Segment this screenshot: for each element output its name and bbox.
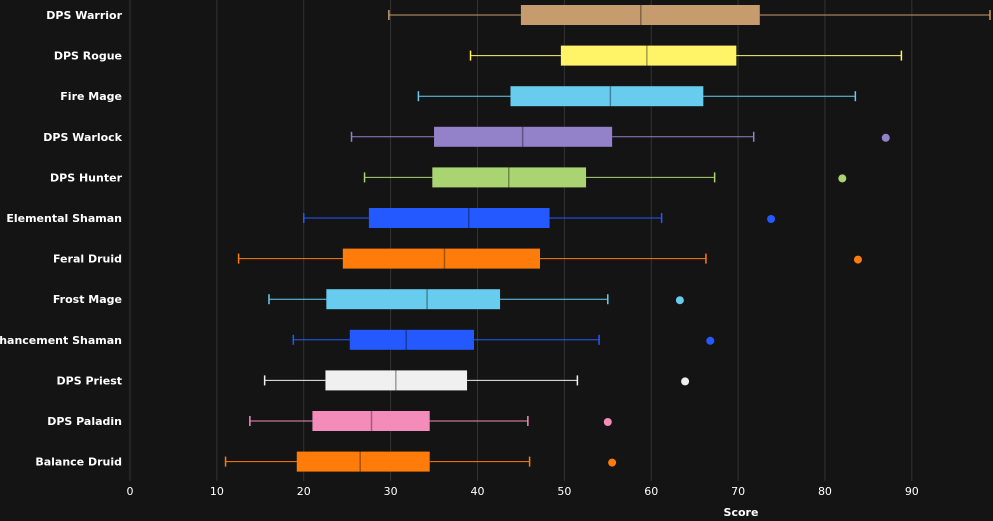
box-enhancement-shaman (292, 329, 715, 350)
box-dps-paladin (249, 411, 612, 431)
outlier-point-feral-druid (853, 255, 862, 264)
iqr-box-fire-mage (510, 86, 704, 107)
box-dps-warlock (350, 126, 890, 147)
box-feral-druid (237, 248, 862, 269)
box-frost-mage (268, 289, 684, 310)
x-tick-label: 0 (127, 485, 134, 498)
iqr-box-dps-warrior (520, 5, 760, 25)
category-label-enhancement-shaman: Enhancement Shaman (0, 334, 122, 347)
iqr-box-elemental-shaman (368, 208, 550, 228)
category-label-feral-druid: Feral Druid (53, 253, 122, 266)
category-label-fire-mage: Fire Mage (60, 90, 122, 103)
category-label-dps-warlock: DPS Warlock (43, 131, 122, 144)
iqr-box-dps-priest (325, 370, 468, 391)
category-label-dps-hunter: DPS Hunter (50, 171, 123, 184)
iqr-box-frost-mage (326, 289, 501, 310)
category-label-dps-paladin: DPS Paladin (47, 415, 122, 428)
outlier-point-dps-priest (681, 377, 690, 386)
outlier-point-enhancement-shaman (706, 336, 715, 345)
box-dps-rogue (469, 45, 903, 66)
x-tick-label: 30 (384, 485, 398, 498)
outlier-point-dps-hunter (838, 174, 847, 183)
category-label-layer: DPS Warrior DPS Rogue Fire Mage DPS Warlock… (0, 9, 123, 469)
category-label-dps-rogue: DPS Rogue (54, 50, 122, 63)
iqr-box-enhancement-shaman (349, 329, 474, 350)
category-label-dps-priest: DPS Priest (57, 374, 122, 387)
x-tick-label: 80 (818, 485, 832, 498)
iqr-box-dps-hunter (432, 167, 587, 188)
iqr-box-dps-warlock (434, 126, 613, 147)
category-label-frost-mage: Frost Mage (53, 293, 122, 306)
x-tick-label: 50 (557, 485, 571, 498)
iqr-box-dps-paladin (312, 411, 430, 431)
iqr-box-feral-druid (342, 248, 541, 269)
outlier-point-elemental-shaman (767, 215, 776, 223)
box-layer (224, 5, 991, 472)
x-tick-label-layer: 0 10 20 30 40 50 60 70 80 90 (127, 485, 919, 498)
iqr-box-balance-druid (296, 451, 430, 472)
box-elemental-shaman (302, 208, 776, 228)
box-balance-druid (224, 451, 617, 472)
x-tick-label: 40 (470, 485, 484, 498)
box-fire-mage (417, 86, 857, 107)
category-label-dps-warrior: DPS Warrior (46, 9, 122, 22)
x-tick-label: 90 (905, 485, 919, 498)
outlier-point-frost-mage (675, 296, 684, 305)
category-label-balance-druid: Balance Druid (35, 456, 122, 469)
grid-layer (129, 0, 913, 481)
box-dps-warrior (388, 5, 991, 25)
x-tick-label: 60 (644, 485, 658, 498)
box-dps-priest (263, 370, 690, 391)
category-label-elemental-shaman: Elemental Shaman (6, 212, 122, 225)
x-tick-label: 20 (297, 485, 311, 498)
x-tick-label: 70 (731, 485, 745, 498)
outlier-point-balance-druid (608, 458, 617, 467)
x-tick-label: 10 (210, 485, 224, 498)
outlier-point-dps-paladin (603, 418, 612, 426)
box-dps-hunter (363, 167, 847, 188)
outlier-point-dps-warlock (881, 133, 890, 142)
x-axis-title: Score (724, 506, 759, 519)
iqr-box-dps-rogue (560, 45, 737, 66)
